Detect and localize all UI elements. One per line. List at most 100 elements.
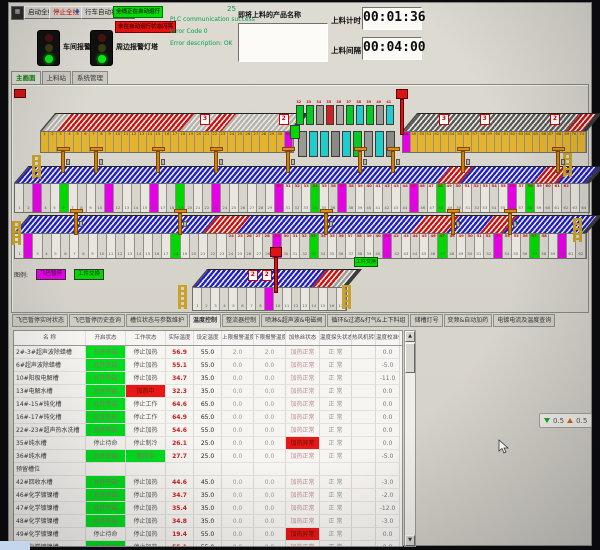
machine-block[interactable] <box>296 105 304 125</box>
tank-cell-8[interactable]: 8 <box>79 234 89 258</box>
tank-cell-64[interactable]: 64 <box>525 132 533 152</box>
tank-cell-20[interactable]: 20 <box>195 132 204 152</box>
tank-cell-22[interactable]: 22 <box>203 184 213 212</box>
function-tab-循环&过滤&打气&上下料组[interactable]: 循环&过滤&打气&上下料组 <box>327 314 410 327</box>
tank-cell-14[interactable]: 14 <box>131 184 141 212</box>
tank-cell-65[interactable]: 65 <box>532 132 541 152</box>
machine-block[interactable] <box>326 105 334 125</box>
tank-cell-11[interactable]: 11 <box>122 132 131 152</box>
tank-cell-25[interactable]: 25 <box>236 132 245 152</box>
tank-cell-43[interactable]: 43 43 <box>391 184 401 212</box>
tank-cell-4[interactable]: 4 <box>220 288 229 310</box>
tank-cell-58[interactable]: 58 <box>479 132 487 152</box>
tank-cell-63[interactable]: 63 <box>517 132 525 152</box>
tank-cell-61[interactable]: 61 61 <box>553 184 563 212</box>
tank-cell-8[interactable]: 8 <box>77 184 87 212</box>
tank-cell-17[interactable]: 17 <box>171 132 180 152</box>
tank-cell-45[interactable]: 45 45 <box>409 184 419 212</box>
increase-icon[interactable] <box>567 418 574 423</box>
tank-cell-47[interactable]: 47 47 <box>427 184 437 212</box>
tank-cell-3[interactable]: 3 <box>211 288 220 310</box>
tank-cell-42[interactable]: 42 42 <box>392 234 402 258</box>
tank-cell-66[interactable]: 66 <box>540 132 548 152</box>
tank-cell-30[interactable]: 30 <box>276 132 285 152</box>
tank-cell-3[interactable]: 3 <box>33 234 43 258</box>
tank-cell-1[interactable]: 1 <box>41 132 50 152</box>
tank-cell-1[interactable]: 1 <box>193 288 202 310</box>
machine-block[interactable] <box>342 131 351 157</box>
tank-cell-28[interactable]: 28 28 <box>263 234 273 258</box>
tank-cell-30[interactable]: 30 30 <box>275 184 285 212</box>
tank-cell-2[interactable]: 2 <box>49 132 58 152</box>
tank-cell-42[interactable]: 42 42 <box>382 184 392 212</box>
table-row[interactable]: 48#化学镀镍槽 允许开启 停止加热 34.8 35.0 0.0 0.0 加热正常正 常 -3.… <box>14 515 402 528</box>
tank-cell-32[interactable]: 32 32 <box>293 184 302 212</box>
tank-cell-13[interactable]: 13 <box>301 288 310 310</box>
table-row[interactable]: 49#化学镀镍槽 停止待命 停止加热 19.4 55.0 0.0 0.0 加热异常正 常 0.0 <box>14 528 402 541</box>
tank-cell-34[interactable]: 34 34 <box>310 184 320 212</box>
tank-cell-3[interactable]: 3 <box>57 132 66 152</box>
tank-cell-24[interactable]: 24 <box>221 184 231 212</box>
tank-cell-11[interactable]: 11 <box>283 288 292 310</box>
machine-block[interactable] <box>386 131 395 157</box>
tank-cell-10[interactable]: 10 <box>114 132 123 152</box>
tank-cell-49[interactable]: 49 <box>410 132 419 152</box>
tank-cell-61[interactable]: 61 <box>567 234 577 258</box>
tank-cell-8[interactable]: 8 <box>256 288 265 310</box>
function-tab-电镀电流及温度查询[interactable]: 电镀电流及温度查询 <box>493 314 556 327</box>
tank-cell-39[interactable]: 39 39 <box>364 234 374 258</box>
tank-cell-28[interactable]: 28 <box>257 184 267 212</box>
tank-cell-7[interactable]: 7 <box>70 234 80 258</box>
table-row[interactable]: 13#电解水槽 允许开启 加热中 32.3 35.0 0.0 0.0 加热正常正 常 0.0 <box>14 385 402 398</box>
scroll-up-button[interactable]: ▲ <box>405 331 415 342</box>
machine-block[interactable] <box>366 105 374 125</box>
tank-cell-10[interactable]: 10 <box>95 184 105 212</box>
tank-cell-14[interactable]: 14 <box>134 234 144 258</box>
tank-cell-45[interactable]: 45 45 <box>419 234 430 258</box>
tank-cell-57[interactable]: 57 57 <box>517 184 527 212</box>
tank-cell-53[interactable]: 53 53 <box>481 184 491 212</box>
tank-cell-40[interactable]: 40 40 <box>364 184 374 212</box>
tank-cell-35[interactable]: 35 35 <box>319 184 329 212</box>
machine-block[interactable] <box>336 105 344 125</box>
tank-cell-8[interactable]: 8 <box>97 132 106 152</box>
tank-cell-9[interactable]: 9 <box>106 132 115 152</box>
tank-cell-26[interactable]: 26 <box>244 132 253 152</box>
tank-cell-51[interactable]: 51 <box>425 132 434 152</box>
tank-cell-22[interactable]: 22 <box>211 132 220 152</box>
scroll-thumb[interactable] <box>405 343 415 373</box>
tank-cell-10[interactable]: 10 <box>274 288 283 310</box>
tank-cell-4[interactable]: 4 <box>42 234 52 258</box>
tank-cell-56[interactable]: 56 <box>464 132 472 152</box>
tank-cell-62[interactable]: 62 <box>509 132 518 152</box>
tank-cell-18[interactable]: 18 <box>179 132 188 152</box>
tank-cell-57[interactable]: 57 57 <box>530 234 540 258</box>
tank-cell-38[interactable]: 38 38 <box>346 184 356 212</box>
tank-cell-21[interactable]: 21 <box>194 184 204 212</box>
table-row[interactable]: 预留槽位 <box>14 463 402 476</box>
tank-cell-41[interactable]: 41 41 <box>383 234 393 258</box>
function-tab-槽位状态与参数维护[interactable]: 槽位状态与参数维护 <box>126 314 189 327</box>
table-row[interactable]: 42#回收水槽 允许开启 停止加热 44.6 45.0 0.0 0.0 加热正常正 常 -3.0 <box>14 476 402 489</box>
tank-cell-26[interactable]: 26 <box>239 184 249 212</box>
tank-cell-6[interactable]: 6 <box>238 288 247 310</box>
tank-cell-6[interactable]: 6 <box>61 234 71 258</box>
tank-cell-16[interactable]: 16 <box>328 288 337 310</box>
tank-cell-33[interactable]: 33 33 <box>302 184 311 212</box>
tank-cell-57[interactable]: 57 <box>471 132 480 152</box>
system-menu-button[interactable]: ▦ <box>11 6 24 20</box>
tank-cell-46[interactable]: 46 46 <box>418 184 428 212</box>
tank-cell-49[interactable]: 49 49 <box>456 234 466 258</box>
tank-cell-52[interactable]: 52 <box>433 132 442 152</box>
tank-cell-64[interactable]: 64 <box>580 184 589 212</box>
machine-block[interactable] <box>353 131 362 157</box>
tank-cell-60[interactable]: 60 <box>494 132 503 152</box>
tank-cell-24[interactable]: 24 <box>227 132 236 152</box>
tank-cell-12[interactable]: 12 <box>130 132 139 152</box>
tank-cell-71[interactable]: 71 <box>578 132 586 152</box>
tank-cell-10[interactable]: 10 <box>97 234 108 258</box>
tank-cell-48[interactable]: 48 48 <box>447 234 457 258</box>
tank-cell-5[interactable]: 5 <box>229 288 238 310</box>
scroll-down-button[interactable]: ▼ <box>405 535 415 546</box>
tank-cell-56[interactable]: 56 56 <box>508 184 518 212</box>
